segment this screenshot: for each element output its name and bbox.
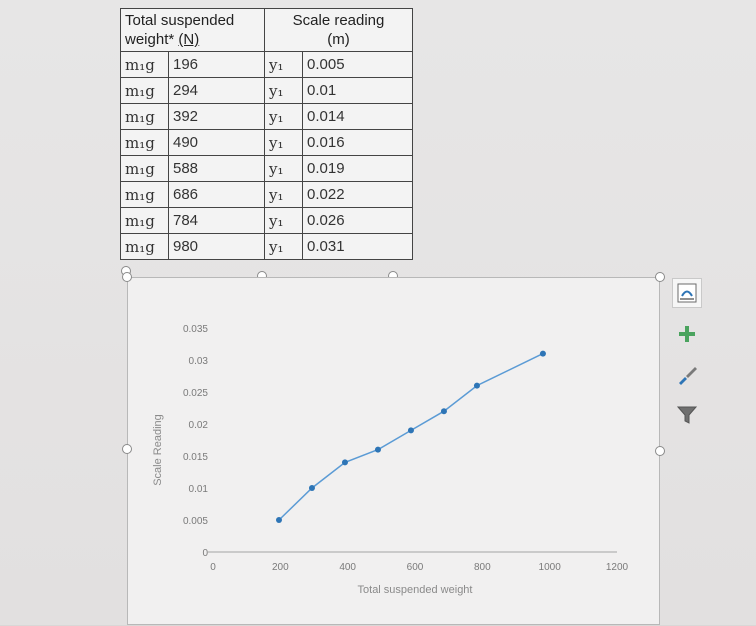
header-weight-unit: (N) — [178, 31, 200, 48]
x-tick-label: 0 — [210, 562, 216, 573]
table-row[interactable]: m₁g 588 y₁ 0.019 — [120, 155, 414, 182]
row-weight-symbol[interactable]: m₁g — [120, 103, 169, 130]
line-chart: 0 0.005 0.01 0.015 0.02 0.025 0.03 0.035 0 200 400… — [152, 324, 629, 596]
row-weight-symbol[interactable]: m₁g — [120, 233, 169, 260]
layout-options-icon — [677, 283, 697, 303]
y-tick-label: 0 — [202, 548, 208, 559]
x-tick-label: 1200 — [606, 562, 629, 573]
x-tick-label: 800 — [474, 562, 491, 573]
header-weight: Total suspended weight* (N) — [120, 8, 265, 52]
header-scale-unit: (m) — [327, 31, 350, 48]
data-point — [308, 485, 315, 491]
x-tick-label: 600 — [407, 562, 424, 573]
chart-filters-button[interactable] — [672, 400, 702, 430]
row-weight-value[interactable]: 686 — [168, 181, 265, 208]
row-reading-symbol[interactable]: y₁ — [264, 77, 303, 104]
data-table[interactable]: Total suspended weight* (N) Scale readin… — [120, 8, 414, 260]
row-reading-value[interactable]: 0.019 — [301, 155, 414, 182]
chart-elements-plus-icon — [679, 326, 695, 342]
chart-resize-handle-mid-right[interactable] — [655, 446, 665, 456]
data-point — [374, 446, 381, 453]
row-reading-value[interactable]: 0.022 — [301, 181, 414, 208]
table-row[interactable]: m₁g 980 y₁ 0.031 — [120, 233, 414, 260]
layout-options-button[interactable] — [672, 278, 702, 308]
row-weight-value[interactable]: 294 — [168, 77, 265, 104]
y-tick-label: 0.005 — [183, 516, 208, 527]
x-tick-label: 400 — [339, 562, 356, 573]
row-reading-value[interactable]: 0.005 — [301, 51, 414, 78]
table-row[interactable]: m₁g 196 y₁ 0.005 — [120, 51, 414, 78]
x-tick-label: 1000 — [539, 562, 562, 573]
row-reading-symbol[interactable]: y₁ — [264, 103, 303, 130]
row-reading-value[interactable]: 0.031 — [301, 233, 414, 260]
y-axis-title: Scale Reading — [152, 414, 164, 486]
chart-area[interactable]: 0 0.005 0.01 0.015 0.02 0.025 0.03 0.035 0 200 400… — [127, 277, 660, 625]
row-weight-symbol[interactable]: m₁g — [120, 207, 169, 234]
data-point — [539, 350, 546, 357]
row-reading-value[interactable]: 0.014 — [301, 103, 414, 130]
row-weight-value[interactable]: 784 — [168, 207, 265, 234]
chart-elements-button[interactable] — [672, 319, 702, 349]
y-tick-label: 0.025 — [183, 388, 208, 399]
row-reading-symbol[interactable]: y₁ — [264, 129, 303, 156]
row-weight-symbol[interactable]: m₁g — [120, 77, 169, 104]
header-weight-line1: Total suspended — [125, 12, 235, 29]
table-row[interactable]: m₁g 784 y₁ 0.026 — [120, 207, 414, 234]
row-weight-value[interactable]: 588 — [168, 155, 265, 182]
data-point — [440, 408, 447, 415]
table-row[interactable]: m₁g 392 y₁ 0.014 — [120, 103, 414, 130]
row-reading-symbol[interactable]: y₁ — [264, 51, 303, 78]
data-point — [473, 382, 480, 389]
header-weight-line2: weight* — [125, 31, 175, 48]
header-scale: Scale reading (m) — [263, 8, 414, 52]
row-weight-symbol[interactable]: m₁g — [120, 155, 169, 182]
row-reading-value[interactable]: 0.026 — [301, 207, 414, 234]
row-reading-value[interactable]: 0.01 — [301, 77, 414, 104]
chart-resize-handle-top-left[interactable] — [122, 272, 132, 282]
row-reading-symbol[interactable]: y₁ — [264, 233, 303, 260]
x-axis-title: Total suspended weight — [358, 584, 473, 596]
y-tick-label: 0.035 — [183, 324, 208, 335]
row-weight-symbol[interactable]: m₁g — [120, 181, 169, 208]
table-row[interactable]: m₁g 490 y₁ 0.016 — [120, 129, 414, 156]
data-point — [275, 517, 282, 523]
chart-styles-button[interactable] — [672, 360, 702, 390]
table-row[interactable]: m₁g 294 y₁ 0.01 — [120, 77, 414, 104]
chart-styles-brush-icon — [679, 367, 697, 385]
row-weight-value[interactable]: 392 — [168, 103, 265, 130]
row-weight-symbol[interactable]: m₁g — [120, 51, 169, 78]
y-tick-label: 0.02 — [189, 420, 209, 431]
table-row[interactable]: m₁g 686 y₁ 0.022 — [120, 181, 414, 208]
row-weight-value[interactable]: 490 — [168, 129, 265, 156]
x-tick-label: 200 — [272, 562, 289, 573]
chart-resize-handle-top-right[interactable] — [655, 272, 665, 282]
table-header-row: Total suspended weight* (N) Scale readin… — [120, 8, 414, 52]
chart-resize-handle-mid-left[interactable] — [122, 444, 132, 454]
row-weight-value[interactable]: 980 — [168, 233, 265, 260]
y-tick-label: 0.01 — [189, 484, 209, 495]
row-reading-symbol[interactable]: y₁ — [264, 207, 303, 234]
row-weight-value[interactable]: 196 — [168, 51, 265, 78]
data-point — [341, 459, 348, 466]
chart-filters-funnel-icon — [676, 406, 698, 424]
y-tick-label: 0.03 — [189, 356, 209, 367]
row-reading-symbol[interactable]: y₁ — [264, 155, 303, 182]
header-scale-line1: Scale reading — [292, 12, 385, 29]
data-point — [407, 427, 414, 434]
series-line — [278, 352, 544, 521]
row-reading-value[interactable]: 0.016 — [301, 129, 414, 156]
row-reading-symbol[interactable]: y₁ — [264, 181, 303, 208]
row-weight-symbol[interactable]: m₁g — [120, 129, 169, 156]
y-tick-label: 0.015 — [183, 452, 208, 463]
